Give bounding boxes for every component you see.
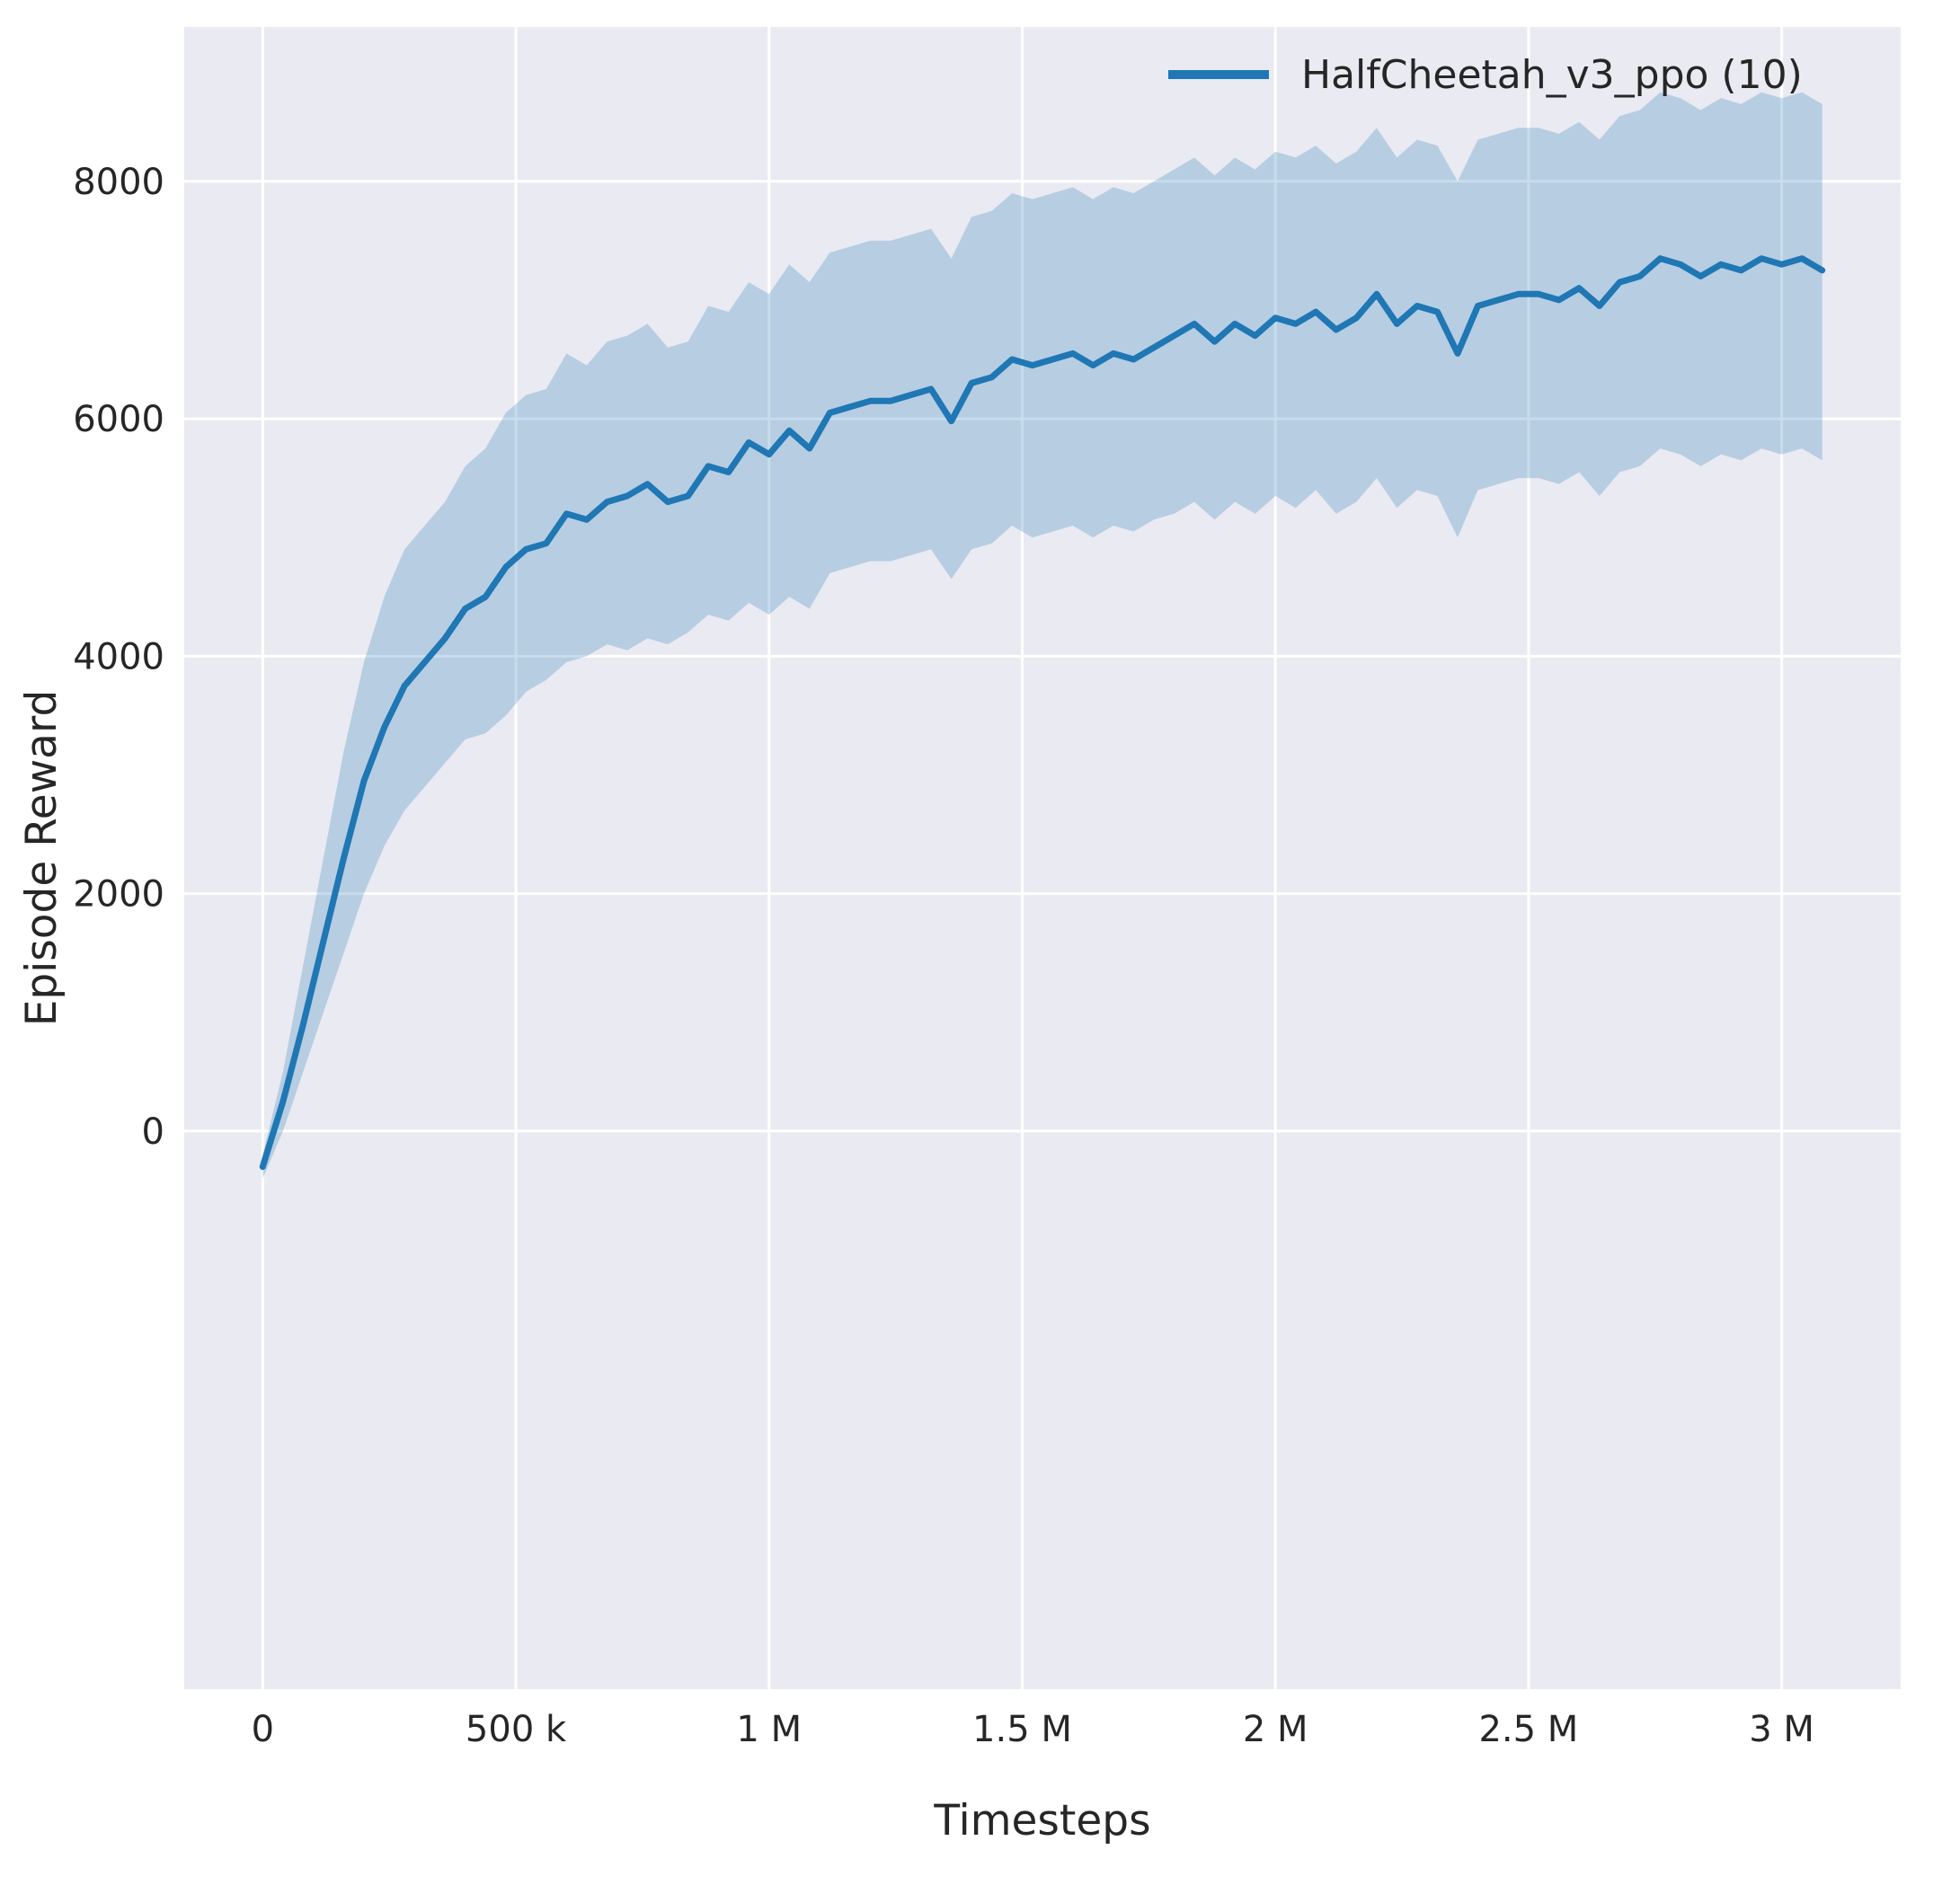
y-tick-label: 4000 (73, 636, 164, 677)
legend-label: HalfCheetah_v3_ppo (10) (1301, 52, 1803, 98)
y-tick-label: 0 (142, 1111, 164, 1153)
x-tick-label: 2 M (1243, 1709, 1308, 1750)
confidence-band (262, 92, 1823, 1179)
x-tick-label: 500 k (466, 1709, 567, 1750)
y-tick-label: 8000 (73, 162, 164, 203)
x-axis-label: Timesteps (933, 1796, 1150, 1845)
mean-line (259, 255, 1826, 1171)
y-tick-label: 2000 (73, 874, 164, 916)
x-tick-label: 2.5 M (1478, 1709, 1578, 1750)
legend: HalfCheetah_v3_ppo (10) (1168, 52, 1803, 98)
y-tick-labels: 0 2000 4000 6000 8000 (73, 162, 164, 1153)
x-tick-label: 3 M (1749, 1709, 1814, 1750)
x-tick-label: 1 M (736, 1709, 802, 1750)
x-tick-labels: 0 500 k 1 M 1.5 M 2 M 2.5 M 3 M (252, 1709, 1814, 1750)
y-axis-label: Episode Reward (17, 690, 67, 1027)
plot-panel (184, 27, 1901, 1689)
x-tick-label: 1.5 M (972, 1709, 1072, 1750)
gridlines (184, 27, 1901, 1689)
y-tick-label: 6000 (73, 399, 164, 440)
x-tick-label: 0 (252, 1709, 274, 1750)
